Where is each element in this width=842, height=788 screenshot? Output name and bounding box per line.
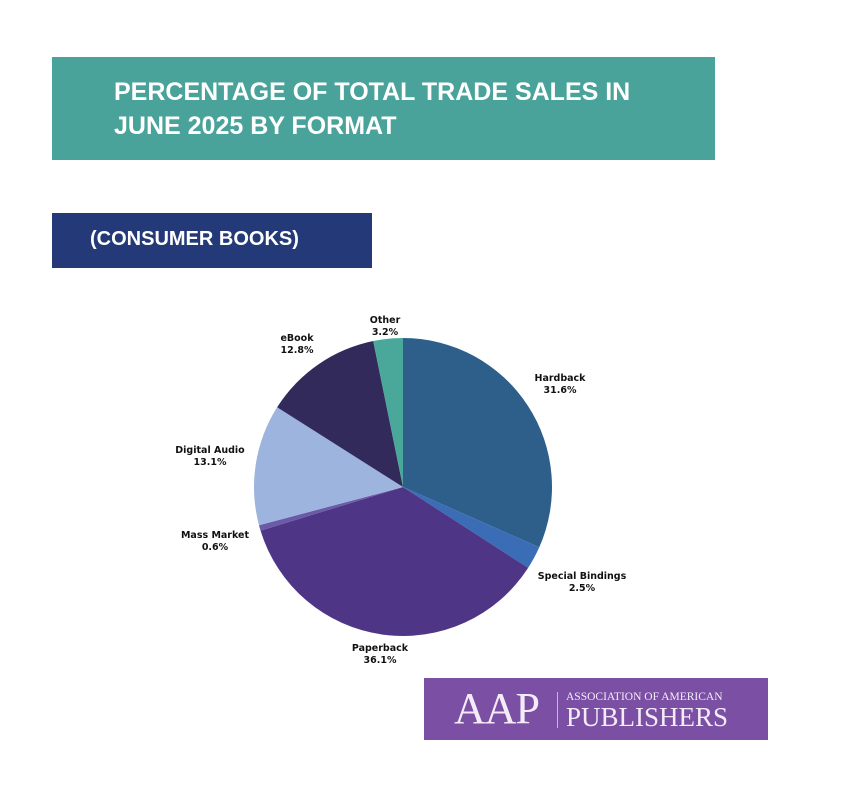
slice-label: Paperback 36.1% xyxy=(352,643,408,667)
slice-label-name: Digital Audio xyxy=(175,445,245,456)
slice-label: Mass Market 0.6% xyxy=(181,530,249,554)
slice-label-name: Special Bindings xyxy=(537,571,627,582)
pie-slice-hardback xyxy=(403,338,552,548)
slice-label-name: Hardback xyxy=(534,373,586,384)
slice-label-value: 3.2% xyxy=(371,327,399,338)
slice-label-value: 31.6% xyxy=(543,385,577,396)
logo-divider xyxy=(557,692,558,728)
pie-slice-other xyxy=(373,338,403,487)
pie-slice-special-bindings xyxy=(403,487,540,568)
pie-slice-digital-audio xyxy=(254,407,403,526)
slice-label: Special Bindings 2.5% xyxy=(538,571,626,595)
slice-label-name: Paperback xyxy=(351,643,409,654)
slice-label-name: Other xyxy=(369,315,401,326)
slice-label-value: 0.6% xyxy=(201,542,229,553)
slice-label-value: 36.1% xyxy=(363,655,397,666)
slice-label-value: 13.1% xyxy=(193,457,227,468)
subtitle-banner: (CONSUMER BOOKS) xyxy=(52,213,372,268)
slice-label: Hardback 31.6% xyxy=(534,373,585,397)
logo-line1: ASSOCIATION OF AMERICAN xyxy=(566,691,723,703)
slice-label-value: 2.5% xyxy=(568,583,596,594)
logo-mark: AAP xyxy=(454,684,540,733)
slice-label: eBook 12.8% xyxy=(280,333,313,357)
slice-label-value: 12.8% xyxy=(280,345,314,356)
logo-line2: PUBLISHERS xyxy=(566,702,729,732)
chart-title: PERCENTAGE OF TOTAL TRADE SALES IN JUNE … xyxy=(114,78,631,140)
slice-label-name: Mass Market xyxy=(180,530,250,541)
aap-logo: AAP ASSOCIATION OF AMERICAN PUBLISHERS xyxy=(424,678,768,740)
pie-slice-mass-market xyxy=(258,487,403,531)
title-banner: PERCENTAGE OF TOTAL TRADE SALES IN JUNE … xyxy=(52,57,715,160)
pie-slice-paperback xyxy=(260,487,529,637)
chart-subtitle: (CONSUMER BOOKS) xyxy=(90,228,299,250)
slice-label-name: eBook xyxy=(280,333,314,344)
pie-slice-ebook xyxy=(277,341,403,487)
slice-label: Digital Audio 13.1% xyxy=(175,445,244,469)
slice-label: Other 3.2% xyxy=(370,315,401,339)
